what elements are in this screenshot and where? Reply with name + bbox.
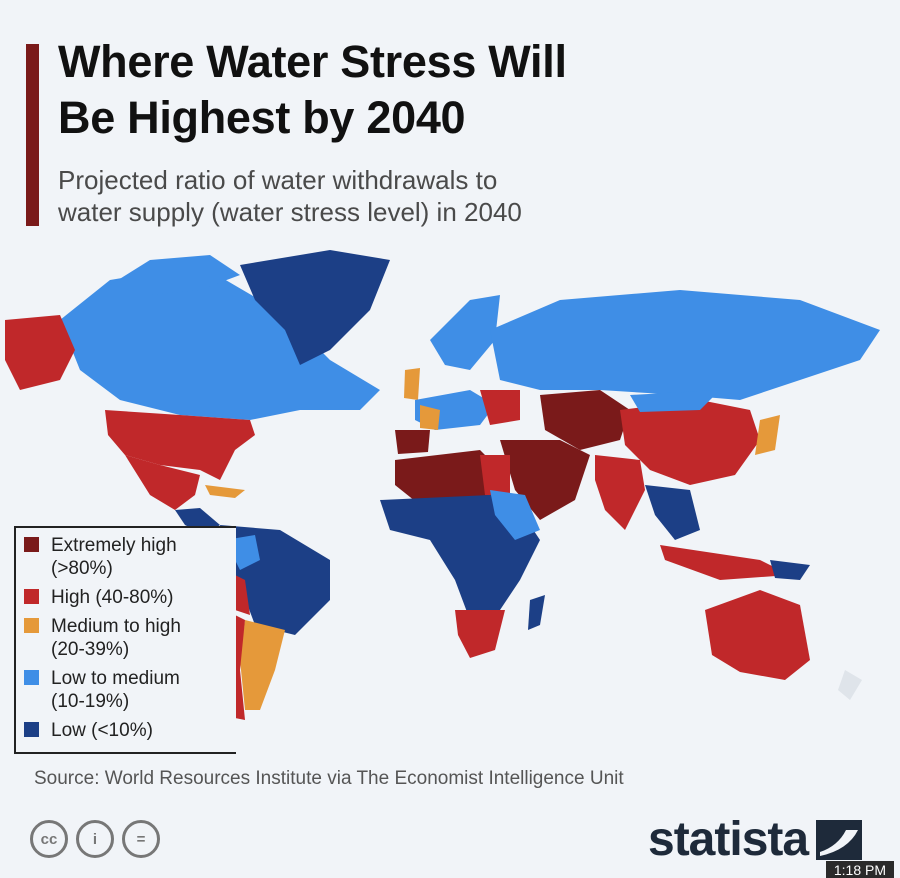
region-canada <box>60 265 380 420</box>
region-caribbean <box>205 485 245 498</box>
region-new-zealand <box>838 670 862 700</box>
statista-mark-icon <box>816 819 863 860</box>
region-alaska <box>5 315 75 390</box>
legend-swatch-high <box>24 589 39 604</box>
no-derivatives-icon[interactable]: = <box>122 820 160 858</box>
region-uk <box>404 368 420 400</box>
region-japan <box>755 415 780 455</box>
legend-label-high: High (40-80%) <box>51 587 174 608</box>
brand-name: statista <box>648 813 809 866</box>
region-horn-africa <box>490 490 540 540</box>
source-note: Source: World Resources Institute via Th… <box>34 768 624 789</box>
region-central-asia <box>540 390 630 450</box>
region-china <box>620 400 760 485</box>
license-icons: cc i = <box>30 820 160 858</box>
region-australia <box>705 590 810 680</box>
world-map <box>5 250 880 720</box>
region-madagascar <box>528 595 545 630</box>
subtitle-line-2: water supply (water stress level) in 204… <box>58 197 522 227</box>
page-subtitle: Projected ratio of water withdrawals to … <box>58 164 858 228</box>
legend-item-medium-high: Medium to high (20-39%) <box>24 615 236 661</box>
region-scandinavia <box>430 295 500 370</box>
legend-item-high: High (40-80%) <box>24 586 236 609</box>
legend-swatch-medium-high <box>24 618 39 633</box>
legend-item-extremely-high: Extremely high (>80%) <box>24 534 236 580</box>
legend-item-low-medium: Low to medium (10-19%) <box>24 667 236 713</box>
region-chile <box>235 615 245 720</box>
legend-label-extremely-high: Extremely high (>80%) <box>51 535 177 579</box>
region-southern-africa <box>455 610 505 658</box>
attribution-icon[interactable]: i <box>76 820 114 858</box>
region-argentina <box>240 620 285 710</box>
region-greenland <box>240 250 390 365</box>
region-usa <box>105 410 255 480</box>
legend-swatch-extremely-high <box>24 537 39 552</box>
region-middle-east <box>500 440 590 520</box>
region-egypt <box>480 455 510 495</box>
region-arctic-islands <box>110 255 240 295</box>
title-line-1: Where Water Stress Will <box>58 36 567 87</box>
region-southeast-asia <box>645 485 700 540</box>
statista-logo[interactable]: statista <box>648 812 863 867</box>
title-accent-bar <box>26 44 39 226</box>
region-iberia <box>395 430 430 454</box>
legend-label-low-medium: Low to medium (10-19%) <box>51 668 180 712</box>
subtitle-line-1: Projected ratio of water withdrawals to <box>58 165 498 195</box>
legend-item-low: Low (<10%) <box>24 719 236 742</box>
legend-label-low: Low (<10%) <box>51 720 153 741</box>
region-mongolia <box>630 390 720 412</box>
region-india <box>595 455 645 530</box>
creative-commons-icon[interactable]: cc <box>30 820 68 858</box>
region-eastern-europe <box>480 390 520 425</box>
title-line-2: Be Highest by 2040 <box>58 92 466 143</box>
region-russia <box>490 290 880 400</box>
region-mexico <box>125 455 200 510</box>
status-time: 1:18 PM <box>825 861 894 878</box>
region-new-guinea <box>770 560 810 580</box>
region-france <box>420 405 440 430</box>
legend-label-medium-high: Medium to high (20-39%) <box>51 616 181 660</box>
page-title: Where Water Stress Will Be Highest by 20… <box>58 34 858 146</box>
legend-swatch-low-medium <box>24 670 39 685</box>
region-sub-saharan-africa <box>380 495 540 620</box>
legend-swatch-low <box>24 722 39 737</box>
region-north-africa <box>395 450 500 505</box>
map-legend: Extremely high (>80%) High (40-80%) Mediu… <box>14 526 236 754</box>
region-indonesia <box>660 545 790 580</box>
